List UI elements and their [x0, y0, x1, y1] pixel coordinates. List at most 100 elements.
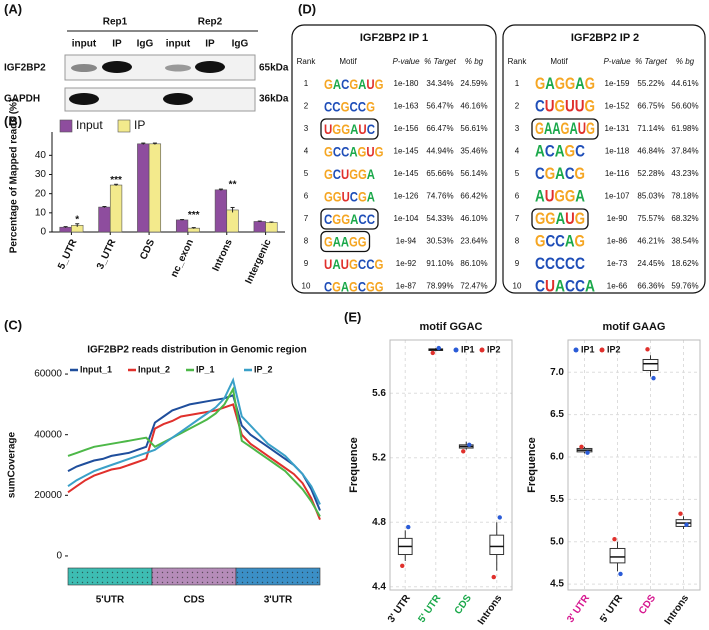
p-value: 1e-94: [396, 237, 417, 246]
y-tick-label: 20: [35, 188, 47, 199]
rank: 6: [515, 192, 520, 201]
x-tick-label: 3' UTR: [565, 592, 592, 625]
point: [497, 515, 502, 520]
motif-highlight: [320, 208, 379, 230]
target-pct: 52.28%: [637, 169, 664, 178]
y-tick-label: 4.4: [372, 581, 386, 592]
rank: 9: [515, 259, 520, 268]
y-tick-label: 10: [35, 207, 47, 218]
plot-frame: [389, 339, 513, 591]
target-pct: 30.53%: [426, 237, 453, 246]
motif-logo: AUGGA: [535, 187, 585, 206]
bg-pct: 38.54%: [671, 237, 698, 246]
point: [436, 345, 441, 351]
x-tick-label: 3_UTR: [95, 237, 119, 271]
p-value: 1e-73: [607, 259, 628, 268]
bg-pct: 66.42%: [460, 192, 487, 201]
point: [461, 449, 466, 454]
y-tick-label: 20000: [34, 490, 62, 501]
p-value: 1e-163: [394, 102, 419, 111]
lane-label: IP: [112, 39, 122, 50]
chart-title: motif GAAG: [603, 321, 666, 333]
target-pct: 44.94%: [426, 147, 453, 156]
p-value: 1e-131: [605, 124, 630, 133]
rank: 1: [515, 79, 520, 88]
point: [618, 571, 623, 577]
table-frame: [291, 24, 497, 294]
bg-pct: 18.62%: [671, 259, 698, 268]
y-tick-label: 40000: [34, 429, 62, 440]
rank: 8: [304, 237, 309, 246]
legend-dot: [599, 347, 605, 353]
region-label: CDS: [183, 595, 204, 606]
motif-logo: GGUCGA: [324, 188, 375, 204]
p-value: 1e-87: [396, 282, 417, 291]
y-tick-label: 4.8: [372, 517, 386, 528]
significance: ***: [188, 210, 200, 221]
replicate-label: Rep2: [198, 17, 223, 28]
chart-title: motif GGAC: [420, 321, 483, 333]
rank: 10: [513, 282, 522, 291]
legend-swatch: [117, 119, 131, 133]
point: [645, 347, 650, 352]
bg-pct: 72.47%: [460, 282, 487, 291]
x-tick-label: Introns: [211, 237, 235, 273]
column-header: % bg: [676, 57, 695, 66]
target-pct: 75.57%: [637, 214, 664, 223]
bar: [265, 222, 278, 233]
y-tick-label: 40: [35, 150, 47, 161]
legend-label: IP1: [461, 344, 475, 354]
bg-pct: 68.32%: [671, 214, 698, 223]
motif-highlight: [531, 208, 589, 230]
bar: [214, 189, 228, 233]
x-tick-label: Introns: [476, 593, 505, 627]
target-pct: 56.47%: [426, 102, 453, 111]
target-pct: 46.84%: [637, 147, 664, 156]
rank: 6: [304, 192, 309, 201]
panel-label: (A): [4, 1, 22, 16]
p-value: 1e-86: [607, 237, 628, 246]
blot-strip: [64, 87, 256, 112]
bg-pct: 56.60%: [671, 102, 698, 111]
y-axis-label: Frequence: [348, 437, 360, 493]
table-title: IGF2BP2 IP 2: [571, 32, 639, 44]
target-pct: 66.47%: [426, 124, 453, 133]
bg-pct: 44.61%: [671, 79, 698, 88]
column-header: Motif: [339, 57, 357, 66]
blot-image: [64, 54, 256, 112]
column-header: Rank: [508, 57, 528, 66]
region-label: 3'UTR: [264, 595, 293, 606]
legend-label: IP_2: [254, 364, 273, 374]
bg-pct: 37.84%: [671, 147, 698, 156]
target-pct: 66.75%: [637, 102, 664, 111]
point: [678, 511, 683, 516]
legend-label: Input_1: [80, 364, 112, 374]
x-tick-label: 5' UTR: [598, 592, 625, 625]
column-header: Motif: [550, 57, 568, 66]
y-tick-label: 5.2: [372, 452, 386, 463]
motif-logo: CGACG: [535, 164, 585, 183]
blot-band: [195, 61, 225, 73]
bar: [59, 226, 72, 233]
motif-logo: GAGGAG: [535, 74, 595, 93]
table-title: IGF2BP2 IP 1: [360, 32, 428, 44]
p-value: 1e-90: [607, 214, 628, 223]
target-pct: 65.66%: [426, 169, 453, 178]
y-axis-label: Frequence: [526, 437, 538, 493]
rank: 3: [515, 124, 520, 133]
p-value: 1e-159: [605, 79, 630, 88]
legend-dot: [479, 347, 485, 353]
target-pct: 71.14%: [637, 124, 664, 133]
bar: [98, 206, 111, 233]
series-line: [67, 403, 321, 520]
rank: 4: [304, 147, 309, 156]
motif-logo: CGGACC: [324, 211, 375, 227]
legend-label: IP_1: [196, 364, 215, 374]
table-frame: [502, 24, 706, 294]
bar: [226, 209, 239, 233]
panel-label: (D): [298, 1, 316, 16]
y-tick-label: 4.5: [550, 579, 564, 590]
motif-highlight: [320, 118, 379, 140]
target-pct: 74.76%: [426, 192, 453, 201]
